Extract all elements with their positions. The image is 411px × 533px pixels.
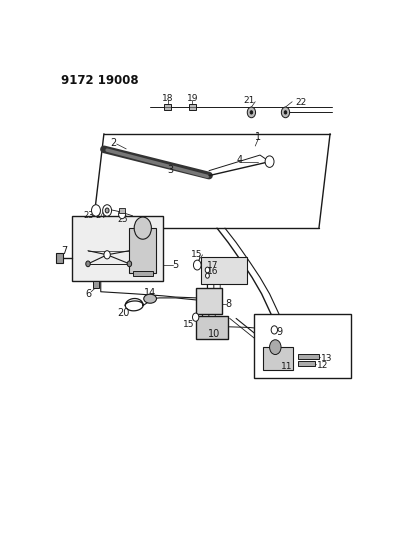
Text: 14: 14 <box>144 288 156 298</box>
Text: 19: 19 <box>187 93 198 102</box>
Bar <box>196 317 228 339</box>
Text: 9: 9 <box>276 327 282 336</box>
Bar <box>298 354 319 359</box>
Circle shape <box>127 261 132 266</box>
Text: 9172 19008: 9172 19008 <box>61 74 139 87</box>
Circle shape <box>119 209 126 219</box>
Bar <box>201 257 247 284</box>
Circle shape <box>192 313 199 321</box>
Circle shape <box>206 273 209 278</box>
Text: 10: 10 <box>208 329 220 338</box>
Text: 11: 11 <box>281 362 292 371</box>
Text: 3: 3 <box>168 165 174 175</box>
Text: 13: 13 <box>321 354 332 363</box>
Circle shape <box>284 111 287 114</box>
Text: 7: 7 <box>61 246 67 256</box>
Text: 15: 15 <box>182 320 194 329</box>
Text: 1: 1 <box>255 132 261 142</box>
Text: 23: 23 <box>84 211 94 220</box>
Circle shape <box>103 205 111 216</box>
Circle shape <box>247 107 256 118</box>
Circle shape <box>265 156 274 167</box>
Text: 6: 6 <box>85 289 91 299</box>
Text: 18: 18 <box>162 93 173 102</box>
Bar <box>196 288 222 314</box>
Bar <box>72 216 163 281</box>
Text: 24: 24 <box>95 211 106 220</box>
Text: 5: 5 <box>172 260 178 270</box>
Text: 22: 22 <box>296 99 307 108</box>
Text: 16: 16 <box>206 267 218 276</box>
Text: 2: 2 <box>111 138 117 148</box>
Text: 21: 21 <box>244 95 255 104</box>
Bar <box>119 208 125 213</box>
Circle shape <box>105 208 109 213</box>
Bar <box>189 104 196 110</box>
Circle shape <box>92 205 100 216</box>
Circle shape <box>86 261 90 266</box>
Bar <box>164 104 171 110</box>
Bar <box>254 314 351 378</box>
Text: 25: 25 <box>118 215 128 224</box>
Bar <box>129 228 157 273</box>
Text: 17: 17 <box>206 261 218 270</box>
Circle shape <box>205 267 210 273</box>
Text: 15: 15 <box>191 251 202 259</box>
Bar <box>298 361 315 366</box>
Text: 4: 4 <box>236 156 242 165</box>
Circle shape <box>270 340 281 354</box>
Bar <box>263 347 293 370</box>
Circle shape <box>282 107 290 118</box>
Text: 12: 12 <box>317 361 329 370</box>
Ellipse shape <box>144 294 157 303</box>
Text: 8: 8 <box>225 299 231 309</box>
Bar <box>93 281 99 288</box>
Bar <box>133 271 153 276</box>
Circle shape <box>250 111 253 114</box>
Circle shape <box>194 260 201 270</box>
Circle shape <box>134 217 151 239</box>
Text: 20: 20 <box>117 308 129 318</box>
Circle shape <box>271 326 277 334</box>
Circle shape <box>104 251 110 259</box>
Bar <box>56 253 63 263</box>
